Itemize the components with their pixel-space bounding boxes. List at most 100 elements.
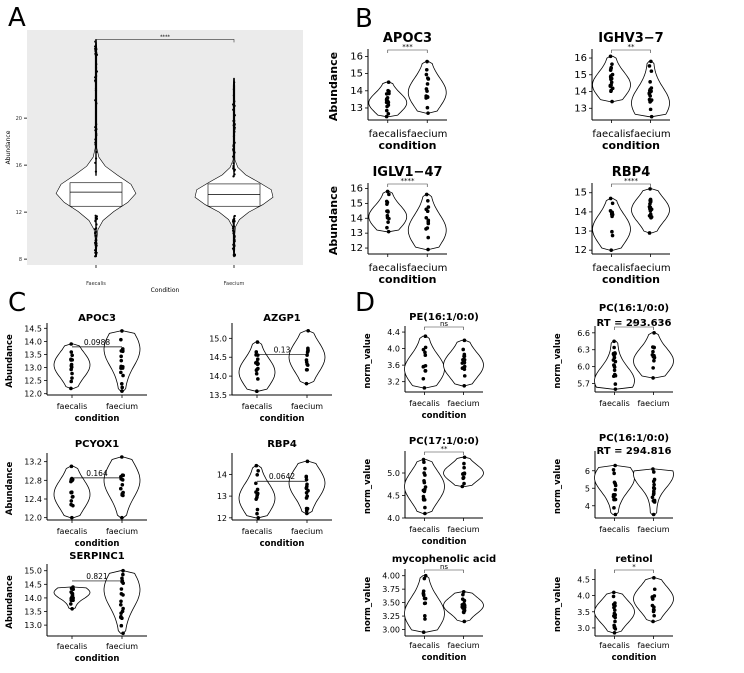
data-point	[305, 353, 309, 357]
data-point	[254, 350, 259, 354]
data-point	[70, 371, 74, 376]
data-point	[121, 493, 125, 498]
x-tick-label: faecalis	[242, 402, 273, 411]
data-point	[651, 512, 656, 517]
chart-title: retinol	[615, 554, 652, 565]
data-point	[609, 80, 614, 85]
data-point	[384, 199, 389, 204]
chart-title: APOC3	[383, 31, 432, 46]
data-point	[652, 486, 656, 491]
data-point	[304, 367, 309, 372]
y-tick-label: 15.0	[24, 567, 42, 576]
data-point	[305, 511, 309, 516]
y-axis-title: Abundance	[327, 52, 340, 121]
x-tick-label: faecalis	[57, 527, 88, 536]
data-point	[611, 352, 616, 356]
data-point	[70, 607, 74, 611]
data-point	[647, 231, 652, 235]
data-point	[386, 220, 390, 224]
data-point	[70, 591, 75, 596]
data-point	[254, 371, 259, 376]
data-point	[613, 493, 617, 497]
data-point	[120, 482, 125, 487]
y-tick-label: 3.75	[382, 585, 400, 594]
data-point	[385, 95, 390, 100]
data-point	[424, 96, 428, 100]
data-point	[305, 362, 309, 367]
chart-3: IGLV1−47 12 13 14 15 16 faecalis faeciumconditi…	[327, 165, 447, 286]
x-axis-title: condition	[75, 539, 120, 549]
y-tick-label: 13.5	[24, 350, 42, 359]
data-point	[421, 347, 426, 352]
data-point	[69, 464, 74, 469]
y-tick-label: 13.5	[24, 608, 42, 617]
data-point	[121, 473, 126, 478]
x-tick-label: faecium	[447, 525, 479, 534]
significance-label: ****	[160, 34, 171, 40]
x-axis-title: condition	[602, 273, 660, 286]
chart-title: PC(17:1/0:0)	[409, 436, 479, 447]
y-tick-label: 12.8	[24, 476, 42, 485]
data-point	[121, 490, 125, 495]
data-point	[612, 480, 617, 485]
x-tick-label: faecium	[630, 129, 670, 140]
data-point	[69, 367, 73, 372]
data-point	[610, 229, 614, 234]
data-point	[423, 353, 428, 357]
data-point	[461, 347, 466, 352]
data-point	[613, 603, 617, 608]
significance-bracket	[611, 49, 651, 53]
data-point	[608, 54, 613, 59]
y-tick-label: 14	[350, 213, 363, 224]
significance-label: *	[632, 563, 636, 571]
data-point	[119, 370, 123, 375]
data-point	[422, 460, 426, 465]
chart-14: mycophenolic acid 3.00 3.25 3.50 3.75 4.00 fae…	[363, 554, 496, 663]
chart-8: RBP4 12 13 14 faecalis faecium condition 0.0642	[217, 439, 332, 549]
x-axis-title: condition	[422, 537, 467, 547]
data-point	[386, 100, 391, 105]
data-point	[256, 361, 260, 366]
data-point	[423, 369, 428, 373]
violin	[103, 456, 141, 519]
data-point	[69, 586, 74, 591]
significance-bracket	[424, 451, 464, 455]
data-point	[120, 455, 124, 459]
y-tick-label: 15	[350, 69, 363, 80]
data-point	[119, 599, 123, 604]
data-point	[120, 478, 125, 482]
data-point	[426, 198, 430, 203]
data-point	[256, 377, 260, 381]
x-tick-label: faecium	[407, 129, 447, 140]
y-tick-label: 3.6	[387, 361, 400, 370]
x-tick-label: faecium	[447, 399, 479, 408]
data-point	[612, 625, 617, 630]
y-tick-label: 4.5	[577, 575, 590, 584]
data-point	[70, 597, 74, 602]
significance-bracket	[387, 183, 428, 187]
chart-title: RBP4	[267, 439, 297, 450]
data-point	[426, 111, 430, 115]
box	[69, 182, 123, 207]
data-point	[652, 358, 656, 363]
data-point	[611, 358, 616, 362]
data-point	[254, 481, 258, 486]
y-tick-label: 13	[574, 226, 587, 237]
chart-title: PE(16:1/0:0)	[409, 312, 479, 323]
data-point	[425, 82, 430, 86]
data-point	[423, 511, 427, 516]
y-tick-label: 3.00	[382, 626, 400, 635]
data-point	[69, 362, 74, 367]
x-tick-label: faecalis	[599, 399, 630, 408]
y-tick-label: 13.0	[24, 364, 42, 373]
data-point	[422, 487, 427, 492]
x-tick-label: faecalis	[369, 263, 407, 274]
x-tick-label: faecalis	[409, 641, 440, 650]
data-point	[426, 247, 430, 252]
data-point	[610, 99, 614, 104]
data-point	[423, 505, 427, 510]
data-point	[255, 511, 259, 516]
data-point	[385, 104, 389, 109]
pvalue-label: 0.0642	[269, 472, 295, 481]
x-tick-label: Faecium	[224, 281, 245, 287]
